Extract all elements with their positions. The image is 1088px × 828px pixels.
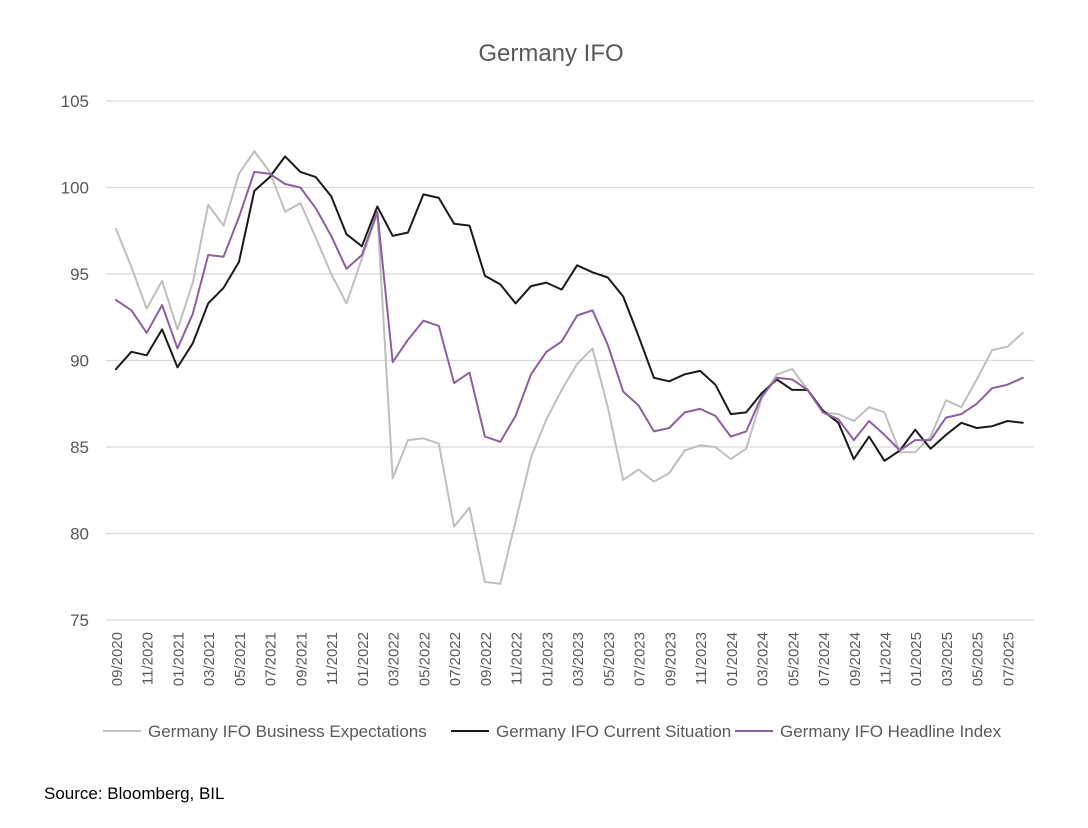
x-tick-label: 09/2022 [478, 632, 495, 686]
x-tick-label: 07/2024 [816, 632, 833, 686]
x-tick-label: 03/2022 [386, 632, 403, 686]
x-tick-label: 07/2023 [632, 632, 649, 686]
legend-label: Germany IFO Business Expectations [148, 722, 427, 741]
x-tick-label: 07/2022 [447, 632, 464, 686]
x-tick-label: 05/2025 [970, 632, 987, 686]
x-tick-label: 03/2021 [201, 632, 218, 686]
x-tick-label: 03/2025 [939, 632, 956, 686]
x-tick-label: 01/2022 [355, 632, 372, 686]
series-line-2 [115, 155, 1024, 462]
y-tick-label: 100 [61, 179, 89, 198]
series-line-3 [115, 170, 1024, 452]
legend-label: Germany IFO Headline Index [780, 722, 1002, 741]
y-tick-label: 80 [70, 525, 89, 544]
series-line-1 [115, 150, 1024, 585]
x-tick-label: 11/2023 [693, 632, 710, 685]
x-tick-label: 07/2021 [263, 632, 280, 686]
x-tick-label: 11/2021 [324, 632, 341, 685]
x-tick-label: 01/2021 [170, 632, 187, 686]
y-tick-label: 90 [70, 352, 89, 371]
x-tick-label: 11/2020 [140, 632, 157, 685]
x-tick-label: 05/2024 [785, 632, 802, 686]
y-tick-label: 95 [70, 265, 89, 284]
y-tick-label: 105 [61, 92, 89, 111]
x-tick-label: 03/2023 [570, 632, 587, 686]
chart-title: Germany IFO [478, 40, 624, 67]
x-tick-label: 11/2022 [509, 632, 526, 685]
x-tick-label: 05/2023 [601, 632, 618, 686]
x-tick-label: 01/2023 [539, 632, 556, 686]
x-tick-label: 11/2024 [878, 632, 895, 685]
x-tick-label: 07/2025 [1000, 632, 1017, 686]
legend-label: Germany IFO Current Situation [496, 722, 731, 741]
y-tick-label: 75 [70, 611, 89, 630]
x-tick-label: 03/2024 [755, 632, 772, 686]
x-tick-label: 09/2021 [293, 632, 310, 686]
x-tick-label: 09/2023 [662, 632, 679, 686]
source-note: Source: Bloomberg, BIL [44, 784, 225, 803]
x-tick-label: 01/2025 [908, 632, 925, 686]
x-tick-label: 05/2021 [232, 632, 249, 686]
y-tick-label: 85 [70, 438, 89, 457]
x-tick-label: 09/2024 [847, 632, 864, 686]
x-tick-label: 05/2022 [416, 632, 433, 686]
x-tick-label: 01/2024 [724, 632, 741, 686]
x-tick-label: 09/2020 [109, 632, 126, 686]
